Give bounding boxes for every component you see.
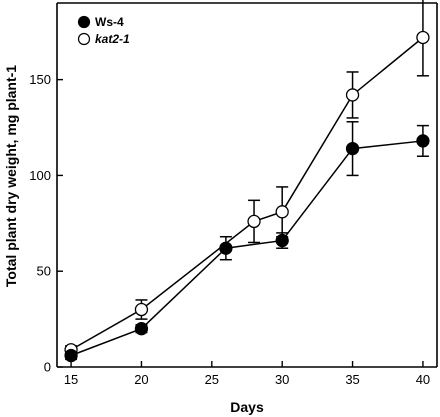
data-point-kat2-1 [247,214,261,229]
data-point-kat2-1 [275,205,289,219]
legend-label-kat2-1: kat2-1 [95,32,130,46]
data-point-ws-4 [416,134,430,148]
data-point-ws-4 [64,348,78,363]
data-point-ws-4 [219,241,233,255]
data-point-ws-4 [345,141,360,156]
x-tick-label: 25 [205,372,219,387]
y-tick-label: 100 [29,168,51,183]
x-tick-label: 40 [416,372,430,387]
x-ticks: 15 20 25 30 35 40 [64,361,430,387]
data-point-kat2-1 [345,88,360,102]
y-tick-label: 50 [37,264,51,279]
x-tick-label: 15 [64,372,78,387]
y-tick-label: 0 [44,360,51,375]
y-tick-label: 150 [29,72,51,87]
data-point-kat2-1 [416,30,430,45]
legend: Ws-4 kat2-1 [77,15,130,46]
x-tick-label: 35 [345,372,359,387]
series-layer [64,0,430,363]
data-point-kat2-1 [134,302,149,317]
legend-marker-kat2-1 [77,32,91,46]
series-line-kat2-1 [70,36,424,351]
x-axis-label: Days [230,399,264,415]
x-tick-label: 20 [134,372,148,387]
plot-area [56,2,438,368]
y-ticks: 0 50 100 150 [29,72,63,375]
legend-marker-ws-4 [77,15,91,29]
data-point-ws-4 [275,233,289,248]
x-tick-label: 30 [275,372,289,387]
series-line-ws-4 [70,140,424,357]
data-point-ws-4 [134,322,149,336]
y-axis-label: Total plant dry weight, mg plant-1 [3,65,19,287]
legend-label-ws-4: Ws-4 [95,15,124,29]
